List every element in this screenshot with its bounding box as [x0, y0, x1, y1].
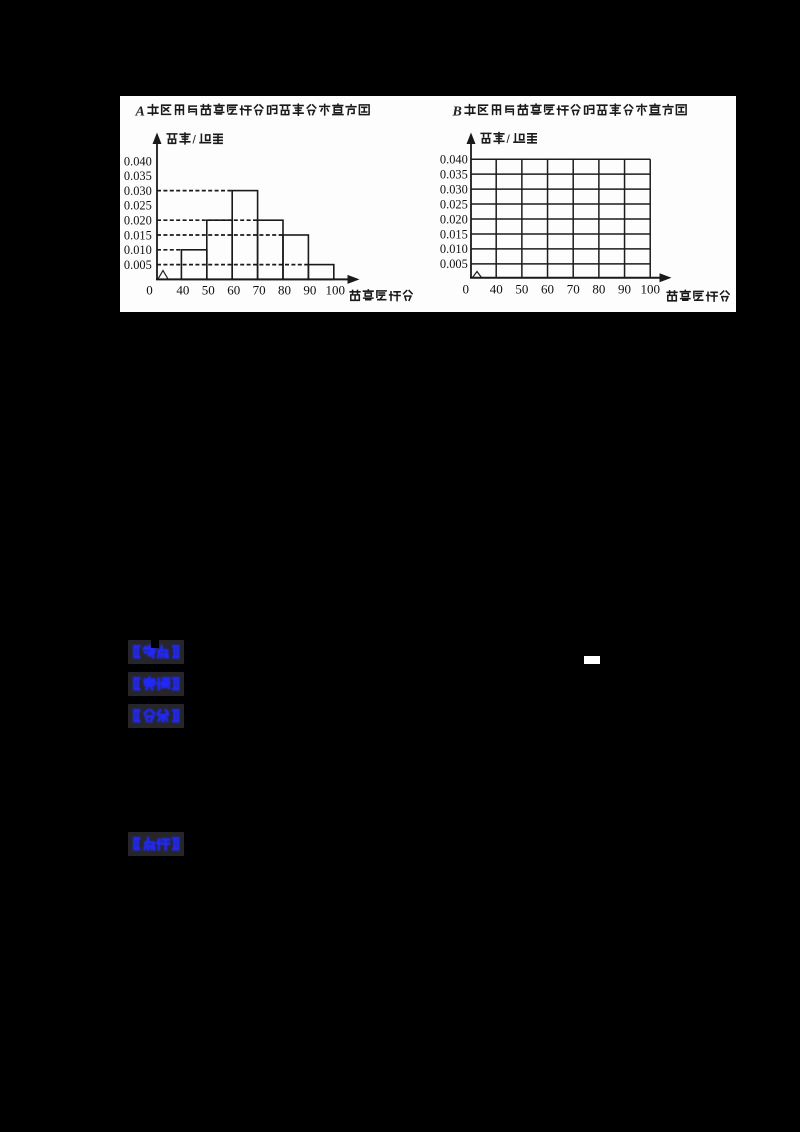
svg-text:0: 0: [462, 282, 469, 297]
svg-text:0.030: 0.030: [440, 182, 468, 196]
svg-text:0.035: 0.035: [124, 169, 152, 183]
svg-text:80: 80: [592, 282, 605, 297]
svg-text:A: A: [135, 105, 145, 120]
svg-text:50: 50: [515, 282, 528, 297]
svg-text:B: B: [452, 105, 462, 120]
svg-text:60: 60: [227, 283, 240, 298]
svg-text:40: 40: [490, 282, 503, 297]
svg-text:0.030: 0.030: [124, 184, 152, 198]
svg-text:50: 50: [202, 283, 215, 298]
svg-text:0.005: 0.005: [124, 258, 152, 272]
svg-text:0: 0: [146, 283, 153, 298]
svg-text:0.025: 0.025: [124, 199, 152, 213]
svg-text:100: 100: [326, 283, 346, 298]
svg-text:/: /: [507, 132, 511, 146]
svg-text:0.040: 0.040: [440, 153, 468, 167]
svg-text:70: 70: [253, 283, 266, 298]
svg-text:0.010: 0.010: [440, 242, 468, 256]
svg-text:0.025: 0.025: [440, 197, 468, 211]
svg-text:0.020: 0.020: [440, 212, 468, 226]
svg-text:0.015: 0.015: [124, 228, 152, 242]
svg-text:100: 100: [640, 282, 660, 297]
svg-text:0.005: 0.005: [440, 257, 468, 271]
svg-text:/: /: [193, 133, 197, 147]
svg-text:0.020: 0.020: [124, 214, 152, 228]
svg-text:0.015: 0.015: [440, 227, 468, 241]
svg-text:60: 60: [541, 282, 554, 297]
svg-text:80: 80: [278, 283, 291, 298]
svg-text:90: 90: [303, 283, 316, 298]
svg-text:0.040: 0.040: [124, 154, 152, 168]
svg-text:40: 40: [176, 283, 189, 298]
svg-text:90: 90: [618, 282, 631, 297]
svg-text:0.035: 0.035: [440, 167, 468, 181]
svg-text:70: 70: [567, 282, 580, 297]
svg-text:0.010: 0.010: [124, 243, 152, 257]
